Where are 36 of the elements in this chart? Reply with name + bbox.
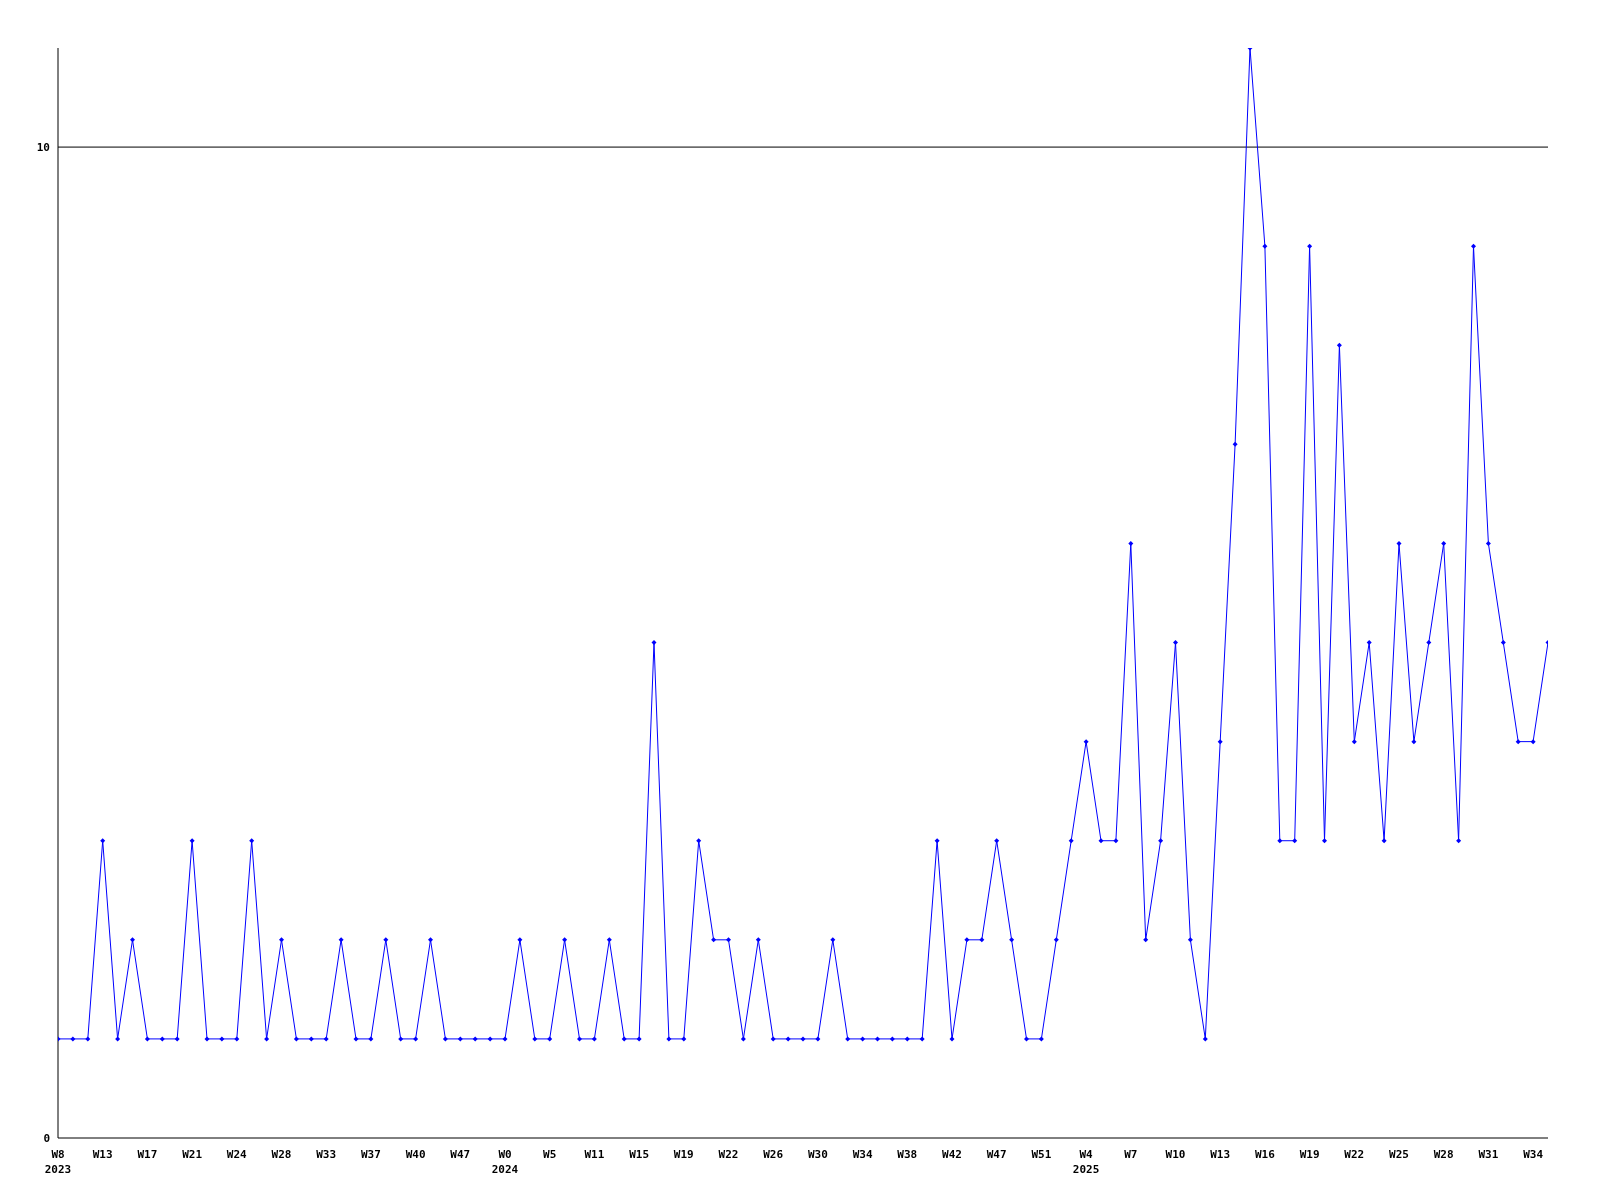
x-tick-label: W25: [1389, 1148, 1409, 1161]
x-tick-label: W7: [1124, 1148, 1138, 1161]
x-tick-label: W33: [316, 1148, 337, 1161]
x-tick-label: W31: [1478, 1148, 1499, 1161]
x-tick-label: W38: [897, 1148, 918, 1161]
x-tick-label: W28: [1433, 1148, 1454, 1161]
x-tick-label: W10: [1165, 1148, 1186, 1161]
x-tick-label: W47: [986, 1148, 1007, 1161]
x-tick-label: W19: [1299, 1148, 1320, 1161]
x-tick-label: W22: [718, 1148, 739, 1161]
x-tick-label: W24: [226, 1148, 248, 1161]
x-tick-label: W13: [92, 1148, 113, 1161]
y-tick-label: 0: [43, 1131, 50, 1145]
x-tick-label: W47: [450, 1148, 471, 1161]
x-tick-label: W4 2025: [1072, 1148, 1100, 1176]
x-tick-label: W51: [1031, 1148, 1052, 1161]
x-tick-label: W19: [673, 1148, 694, 1161]
x-tick-label: W0 2024: [491, 1148, 519, 1176]
x-tick-label: W40: [405, 1148, 426, 1161]
x-tick-label: W42: [942, 1148, 962, 1161]
y-tick-label: 10: [36, 141, 50, 154]
x-tick-label: W34: [852, 1148, 873, 1161]
x-tick-label: W34: [1523, 1148, 1544, 1161]
x-tick-label: W16: [1254, 1148, 1276, 1161]
x-tick-label: W11: [584, 1148, 605, 1161]
x-tick-label: W13: [1210, 1148, 1231, 1161]
x-tick-label: W22: [1344, 1148, 1365, 1161]
x-tick-label: W26: [763, 1148, 784, 1161]
x-tick-label: W28: [271, 1148, 292, 1161]
x-tick-label: W21: [182, 1148, 203, 1161]
x-tick-label: W30: [807, 1148, 828, 1161]
x-tick-label: W15: [629, 1148, 650, 1161]
x-tick-label: W5: [543, 1148, 557, 1161]
x-tick-label: W37: [360, 1148, 381, 1161]
x-tick-label: W17: [137, 1148, 158, 1161]
x-tick-label: W8 2023: [44, 1148, 72, 1176]
